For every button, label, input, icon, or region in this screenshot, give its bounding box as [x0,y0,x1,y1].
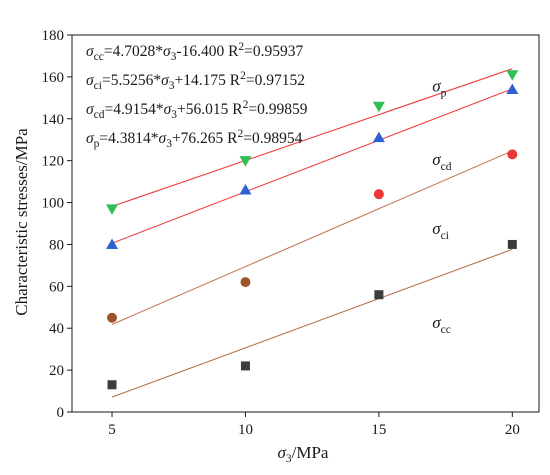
y-tick-label: 100 [42,196,65,212]
series-label-p: σp [432,77,446,100]
data-point-cd [106,238,119,249]
fit-equation: σcd=4.9154*σ3+56.015 R2=0.99859 [86,99,308,121]
data-point-cc [507,239,517,249]
data-point-ci [240,277,251,288]
x-tick-label: 10 [238,422,253,438]
data-point-ci [373,189,384,200]
fit-equation: σci=5.5256*σ3+14.175 R2=0.97152 [86,70,305,92]
data-markers [106,70,519,390]
y-tick-label: 80 [49,237,64,253]
data-point-p [106,204,119,215]
y-axis-ticks: 0 20 40 60 80 100 120 140 160 180 [42,28,72,421]
y-tick-label: 0 [57,405,65,421]
data-point-cc [107,380,117,390]
x-axis-title: σ3/MPa [278,443,329,465]
data-point-p [372,101,385,113]
data-point-p [506,70,519,81]
series-label-cc: σcc [432,313,451,336]
data-point-cc [374,290,384,300]
y-tick-label: 180 [42,28,65,44]
data-point-cc [240,361,250,371]
series-label-cd: σcd [432,150,451,173]
data-point-ci [107,312,118,323]
fit-line-ci [111,150,513,325]
y-axis-title: Characteristic stresses/MPa [12,128,31,316]
data-point-p [239,156,252,167]
x-tick-label: 20 [505,422,520,438]
fit-lines [111,68,513,398]
fit-line-cc [111,248,513,398]
fit-equation: σp=4.3814*σ3+76.265 R2=0.98954 [86,128,303,150]
x-axis-title-unit: /MPa [292,443,329,462]
fit-equation: σcc=4.7028*σ3-16.400 R2=0.95937 [86,41,304,63]
data-point-ci [507,149,518,160]
y-tick-label: 40 [49,321,64,337]
y-tick-label: 20 [49,363,64,379]
y-tick-label: 60 [49,279,64,295]
plot-frame [71,34,540,413]
data-point-cd [239,183,252,195]
y-tick-label: 140 [42,112,65,128]
data-point-cd [372,131,385,143]
fit-line-cd [111,88,513,244]
series-labels: σp σcd σci σcc [432,77,451,337]
series-label-ci: σci [432,219,449,242]
x-axis-ticks: 5 10 15 20 [108,412,520,438]
y-tick-label: 120 [42,154,65,170]
fit-line-p [111,68,513,207]
x-axis-title-subscript: 3 [286,453,292,465]
x-axis-title-symbol: σ [278,443,287,462]
x-tick-label: 5 [108,422,116,438]
x-tick-label: 15 [371,422,386,438]
fit-equations: σcc=4.7028*σ3-16.400 R2=0.95937 σci=5.525… [86,41,308,150]
data-point-cd [506,83,519,94]
y-tick-label: 160 [42,70,65,86]
